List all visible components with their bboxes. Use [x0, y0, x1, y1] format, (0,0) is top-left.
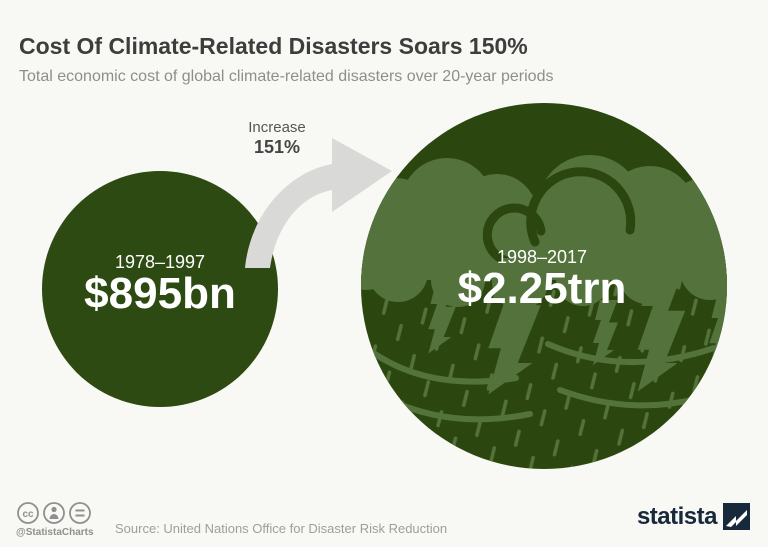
statista-logo-mark	[723, 503, 750, 530]
statista-charts-handle: @StatistaCharts	[16, 527, 94, 538]
large-circle-period-label: 1998–2017	[496, 247, 588, 267]
source-attribution: Source: United Nations Office for Disast…	[115, 521, 448, 536]
page-subtitle: Total economic cost of global climate-re…	[19, 68, 554, 85]
svg-text:cc: cc	[22, 509, 34, 520]
small-circle-value-label: $895bn	[84, 269, 236, 318]
wind-lines	[369, 341, 717, 423]
statista-logo: statista	[637, 503, 750, 530]
creative-commons-icons: cc	[17, 502, 91, 524]
page-title: Cost Of Climate-Related Disasters Soars …	[19, 33, 528, 60]
cloud-outline-icon	[482, 167, 636, 267]
cc-license-icon	[17, 502, 39, 524]
cc-no-derivatives-icon	[69, 502, 91, 524]
small-circle-period-label: 1978–1997	[114, 252, 206, 272]
cc-attribution-icon	[43, 502, 65, 524]
small-period-circle	[42, 171, 278, 407]
increase-arrow-icon	[245, 138, 392, 268]
statista-wordmark: statista	[636, 503, 718, 530]
large-circle-value-label: $2.25trn	[457, 264, 627, 313]
large-period-circle	[361, 103, 727, 469]
increase-label: Increase	[248, 119, 306, 136]
increase-percentage: 151%	[253, 137, 301, 157]
